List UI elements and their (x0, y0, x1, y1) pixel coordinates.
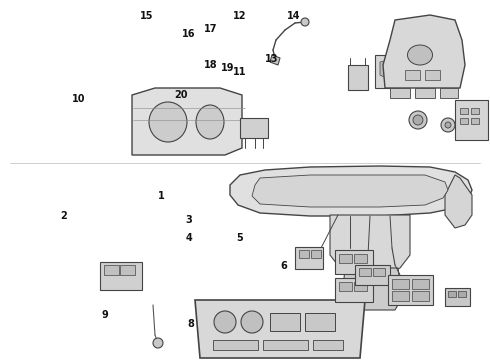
Bar (390, 88, 410, 98)
Bar (299, 250, 309, 258)
Circle shape (413, 115, 423, 125)
Text: 18: 18 (204, 60, 218, 70)
Text: 10: 10 (72, 94, 85, 104)
Polygon shape (195, 300, 365, 358)
Bar (392, 291, 409, 301)
Text: 4: 4 (185, 233, 192, 243)
Text: 6: 6 (281, 261, 288, 271)
Text: 5: 5 (237, 233, 244, 243)
Bar (412, 291, 429, 301)
Text: 11: 11 (233, 67, 247, 77)
Polygon shape (132, 88, 242, 155)
Bar (354, 254, 367, 263)
Text: 13: 13 (265, 54, 279, 64)
Text: 15: 15 (140, 11, 154, 21)
Ellipse shape (196, 105, 224, 139)
Circle shape (445, 122, 451, 128)
Bar (311, 250, 321, 258)
Circle shape (441, 118, 455, 132)
Text: 19: 19 (221, 63, 235, 73)
Text: 17: 17 (204, 24, 218, 34)
Polygon shape (375, 55, 400, 88)
Bar (415, 88, 435, 98)
Bar (213, 340, 258, 350)
Text: 9: 9 (102, 310, 109, 320)
Text: 3: 3 (185, 215, 192, 225)
Bar (460, 108, 468, 114)
Bar (335, 278, 373, 302)
Bar (313, 340, 343, 350)
Bar (440, 88, 458, 98)
Text: 7: 7 (354, 267, 361, 277)
Bar (339, 254, 352, 263)
Bar (295, 247, 323, 269)
Polygon shape (380, 60, 395, 80)
Bar (388, 275, 433, 305)
Circle shape (409, 111, 427, 129)
Polygon shape (348, 65, 368, 90)
Polygon shape (230, 166, 472, 216)
Polygon shape (330, 215, 410, 278)
Bar (448, 291, 456, 297)
Bar (335, 250, 373, 274)
Bar (359, 268, 371, 276)
Bar (405, 70, 420, 80)
Bar (458, 291, 466, 297)
Text: 14: 14 (287, 11, 301, 21)
Text: 20: 20 (174, 90, 188, 100)
Bar (270, 313, 300, 331)
Ellipse shape (408, 45, 433, 65)
Polygon shape (455, 100, 488, 140)
Circle shape (241, 311, 263, 333)
Bar (263, 340, 308, 350)
Circle shape (214, 311, 236, 333)
Bar (339, 282, 352, 291)
Text: 1: 1 (158, 191, 165, 201)
Bar (104, 265, 119, 275)
Bar (425, 70, 440, 80)
Bar (460, 118, 468, 124)
Bar (471, 118, 479, 124)
Text: 12: 12 (233, 11, 247, 21)
Polygon shape (252, 175, 448, 207)
Circle shape (153, 338, 163, 348)
Text: 8: 8 (188, 319, 195, 329)
Ellipse shape (149, 102, 187, 142)
Bar (305, 313, 335, 331)
Bar (412, 279, 429, 289)
Bar (373, 268, 385, 276)
Polygon shape (240, 118, 268, 138)
Bar (354, 282, 367, 291)
Bar (445, 288, 470, 306)
Polygon shape (270, 55, 280, 65)
Polygon shape (445, 175, 472, 228)
Bar (120, 265, 135, 275)
Bar (471, 108, 479, 114)
Text: 16: 16 (182, 29, 196, 39)
Bar (392, 279, 409, 289)
Polygon shape (342, 268, 402, 310)
Bar (100, 262, 142, 290)
Text: 2: 2 (60, 211, 67, 221)
Bar (355, 265, 390, 285)
Polygon shape (383, 15, 465, 88)
Circle shape (301, 18, 309, 26)
